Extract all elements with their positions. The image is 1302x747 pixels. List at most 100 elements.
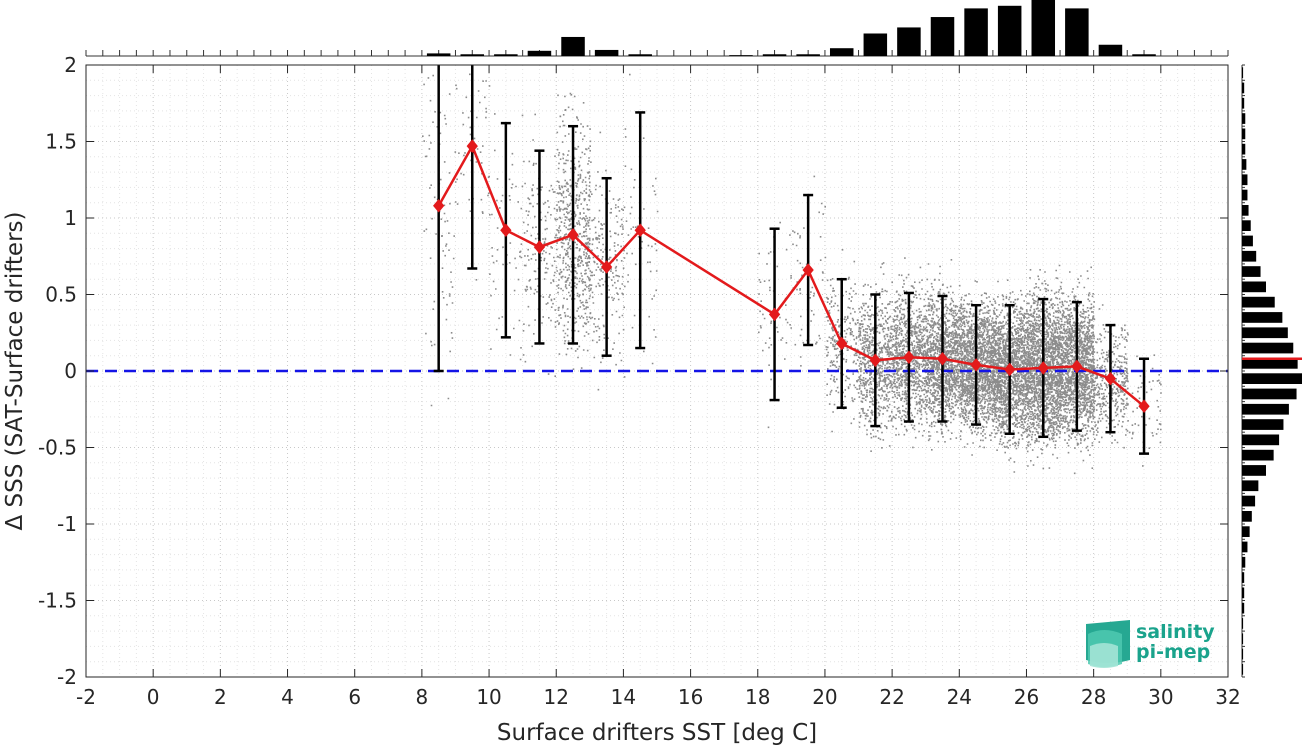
mean-marker bbox=[1004, 362, 1016, 377]
top-histogram-bar bbox=[964, 8, 988, 56]
logo-text-pimep: pi-mep bbox=[1136, 641, 1210, 663]
mean-marker bbox=[533, 240, 546, 254]
mean-marker bbox=[1138, 399, 1150, 413]
mean-marker bbox=[970, 358, 982, 372]
salinity-pimep-logo: salinity pi-mep bbox=[1086, 620, 1215, 668]
top-histogram-bar bbox=[1031, 0, 1056, 56]
right-histogram-bar bbox=[1242, 388, 1297, 400]
x-tick-label: 10 bbox=[476, 685, 501, 709]
right-histogram-bar bbox=[1242, 220, 1251, 232]
top-histogram bbox=[85, 0, 1229, 57]
scatter-points bbox=[422, 73, 1162, 475]
right-histogram-bar bbox=[1242, 143, 1246, 155]
right-histogram-bar bbox=[1242, 556, 1246, 568]
right-histogram-bar bbox=[1242, 618, 1244, 629]
right-histogram-bar bbox=[1242, 480, 1259, 492]
mean-marker bbox=[869, 353, 881, 368]
right-histogram-bar bbox=[1242, 510, 1252, 522]
x-tick-label: 32 bbox=[1215, 685, 1240, 709]
x-tick-label: 8 bbox=[416, 685, 429, 709]
error-bar bbox=[433, 65, 444, 373]
right-histogram-bar bbox=[1242, 250, 1257, 262]
right-histogram-bar bbox=[1242, 97, 1245, 109]
right-histogram-bar bbox=[1242, 587, 1245, 599]
y-tick-label: -2 bbox=[57, 665, 77, 689]
x-tick-label: 0 bbox=[147, 685, 160, 709]
mean-marker bbox=[936, 351, 949, 366]
top-histogram-bar bbox=[460, 54, 485, 56]
top-histogram-bar bbox=[897, 27, 921, 56]
top-histogram-bar bbox=[426, 53, 451, 56]
mean-marker bbox=[903, 350, 915, 365]
x-tick-label: 4 bbox=[281, 685, 294, 709]
right-histogram-bar bbox=[1242, 159, 1247, 170]
top-histogram-bar bbox=[1065, 8, 1089, 56]
scatter-cloud bbox=[422, 73, 1162, 475]
top-histogram-bar bbox=[930, 17, 955, 56]
y-tick-label: 2 bbox=[64, 53, 77, 77]
x-axis: -2 0 2 4 6 8 10 12 14 16 18 20 22 24 26 28 30 32 bbox=[76, 65, 1241, 709]
y-tick-label: -1 bbox=[57, 512, 77, 536]
mean-marker bbox=[768, 307, 781, 322]
right-histogram-bar bbox=[1242, 266, 1261, 277]
error-bar bbox=[467, 65, 478, 270]
top-histogram-bar bbox=[1132, 54, 1156, 56]
right-histogram-bar bbox=[1242, 419, 1284, 430]
top-histogram-bar bbox=[863, 33, 888, 56]
right-histogram-bar bbox=[1242, 449, 1274, 461]
x-tick-label: 20 bbox=[812, 685, 837, 709]
mean-series bbox=[433, 139, 1150, 413]
x-tick-label: 14 bbox=[611, 685, 636, 709]
top-histogram-bar bbox=[1098, 44, 1123, 56]
mean-marker bbox=[600, 260, 613, 274]
mean-marker bbox=[567, 228, 579, 242]
top-histogram-bar bbox=[628, 54, 652, 56]
top-histogram-bar bbox=[829, 48, 854, 56]
right-histogram-bar bbox=[1242, 113, 1246, 124]
top-histogram-bar bbox=[762, 54, 787, 56]
logo-text-salinity: salinity bbox=[1136, 621, 1215, 643]
right-histogram-bar bbox=[1242, 82, 1245, 94]
mean-marker bbox=[1071, 359, 1083, 374]
right-histogram-bar bbox=[1242, 541, 1248, 553]
top-histogram-bar bbox=[729, 55, 753, 56]
right-histogram-bar bbox=[1242, 602, 1245, 614]
right-histogram-bar bbox=[1242, 312, 1283, 323]
right-histogram-bar bbox=[1242, 281, 1266, 293]
right-histogram-bar bbox=[1242, 373, 1302, 385]
right-histogram-bar bbox=[1242, 572, 1245, 583]
top-histogram-bar bbox=[494, 54, 518, 56]
right-histogram-bar bbox=[1242, 296, 1275, 308]
x-tick-label: -2 bbox=[76, 685, 96, 709]
right-histogram-bar bbox=[1242, 189, 1248, 201]
mean-marker bbox=[1104, 371, 1117, 386]
right-histogram-bar bbox=[1242, 633, 1244, 645]
y-tick-label: -0.5 bbox=[38, 436, 77, 460]
y-tick-label: 1 bbox=[64, 206, 77, 230]
right-histogram-bar bbox=[1242, 648, 1244, 660]
mean-marker bbox=[634, 223, 646, 238]
top-histogram-bar bbox=[796, 54, 820, 56]
mean-marker bbox=[433, 198, 445, 213]
right-histogram bbox=[1241, 64, 1302, 678]
right-histogram-bar bbox=[1242, 174, 1248, 186]
y-tick-label: 0.5 bbox=[45, 283, 77, 307]
top-histogram-bar bbox=[561, 36, 585, 56]
mean-marker bbox=[802, 263, 814, 277]
right-histogram-bar bbox=[1242, 235, 1253, 247]
wave-logo-icon bbox=[1086, 620, 1130, 668]
x-tick-label: 12 bbox=[544, 685, 569, 709]
x-tick-label: 24 bbox=[947, 685, 972, 709]
x-tick-label: 26 bbox=[1014, 685, 1039, 709]
y-tick-label: -1.5 bbox=[38, 589, 77, 613]
y-tick-label: 0 bbox=[64, 359, 77, 383]
top-histogram-bar bbox=[594, 49, 619, 56]
right-histogram-bar bbox=[1242, 342, 1294, 354]
mean-marker bbox=[500, 223, 512, 238]
mean-marker bbox=[1037, 361, 1049, 375]
right-histogram-bar bbox=[1242, 663, 1244, 675]
right-histogram-bar bbox=[1242, 204, 1249, 216]
x-tick-label: 28 bbox=[1081, 685, 1106, 709]
y-axis-label: Δ SSS (SAT-Surface drifters) bbox=[2, 212, 28, 531]
